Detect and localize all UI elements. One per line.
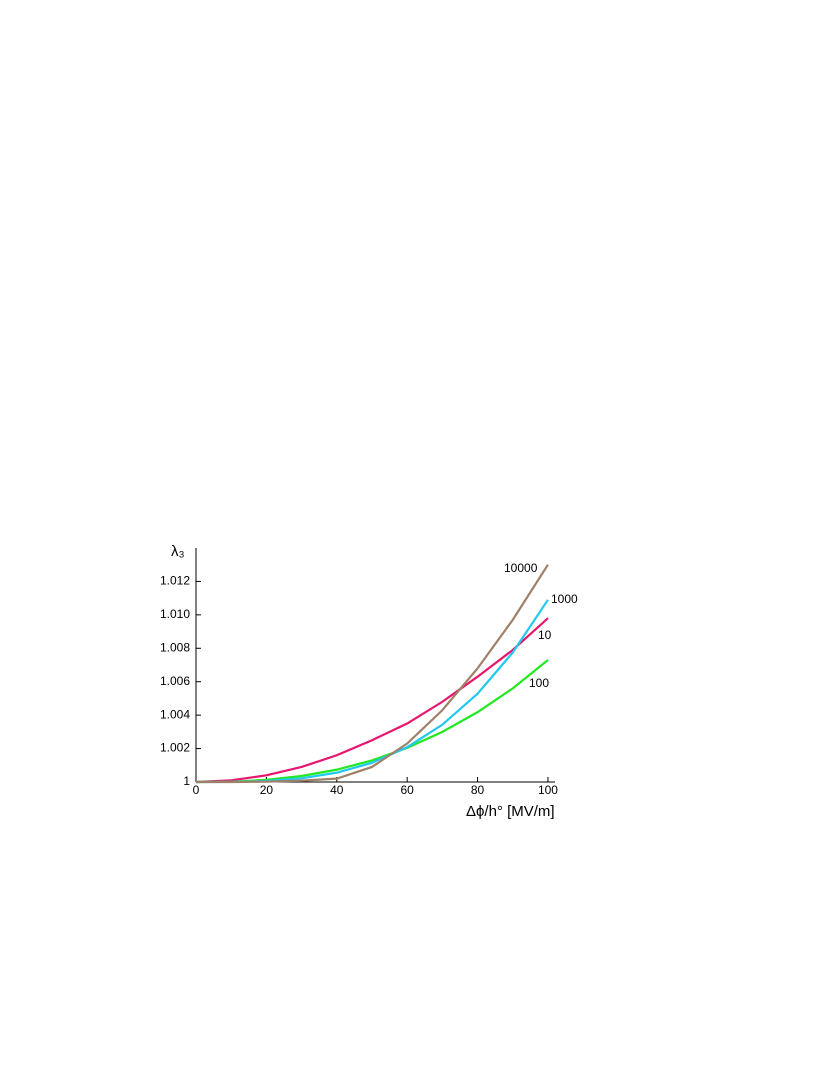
y-tick-label: 1.008 [160, 640, 190, 654]
y-tick-label: 1.010 [160, 607, 190, 621]
series-label: 100 [529, 676, 549, 690]
series-line [195, 599, 549, 784]
x-tick-label: 0 [193, 783, 200, 797]
series-label: 1000 [551, 592, 578, 606]
series-label: 10000 [504, 561, 538, 575]
y-tick-label: 1.004 [160, 707, 190, 721]
x-tick-label: 20 [260, 783, 274, 797]
x-tick-label: 60 [400, 783, 414, 797]
x-tick-label: 40 [330, 783, 344, 797]
y-tick-label: 1.012 [160, 574, 190, 588]
y-tick-label: 1.006 [160, 674, 190, 688]
series-line [196, 564, 549, 784]
x-tick-label: 100 [538, 783, 558, 797]
x-tick-label: 80 [471, 783, 485, 797]
series-label: 10 [538, 628, 552, 642]
x-axis-label: Δϕ/h° [MV/m] [466, 803, 555, 820]
y-tick-label: 1 [183, 774, 190, 788]
series-line [195, 617, 549, 784]
y-tick-label: 1.002 [160, 741, 190, 755]
y-axis-label: λ₃ [171, 543, 185, 560]
